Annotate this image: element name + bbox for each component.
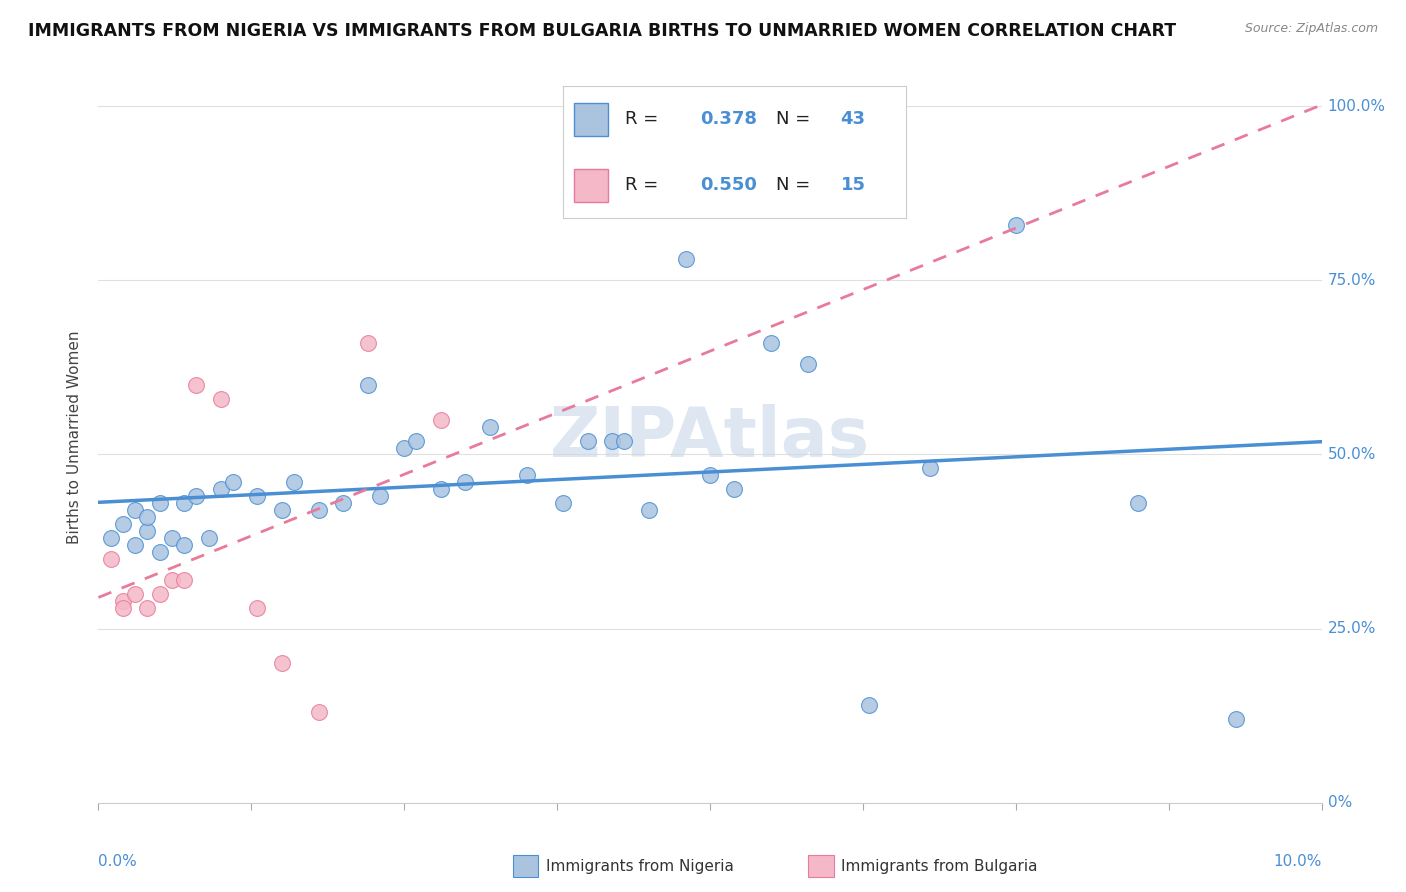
Text: 0.0%: 0.0% bbox=[98, 854, 138, 869]
Point bbox=[149, 496, 172, 510]
Point bbox=[368, 489, 391, 503]
Point bbox=[797, 357, 820, 371]
Point bbox=[149, 545, 172, 559]
Point bbox=[124, 538, 146, 552]
Point bbox=[675, 252, 697, 267]
Point bbox=[209, 392, 232, 406]
Point bbox=[270, 657, 292, 671]
Point bbox=[173, 496, 195, 510]
Point bbox=[308, 503, 330, 517]
Point bbox=[516, 468, 538, 483]
Point bbox=[613, 434, 636, 448]
Point bbox=[111, 517, 134, 532]
Point bbox=[430, 412, 453, 426]
Point bbox=[405, 434, 427, 448]
Text: Immigrants from Nigeria: Immigrants from Nigeria bbox=[546, 859, 734, 873]
Point bbox=[246, 489, 269, 503]
Point bbox=[723, 483, 745, 497]
Text: 50.0%: 50.0% bbox=[1327, 447, 1376, 462]
Point bbox=[222, 475, 245, 490]
Text: Immigrants from Bulgaria: Immigrants from Bulgaria bbox=[841, 859, 1038, 873]
Text: 10.0%: 10.0% bbox=[1274, 854, 1322, 869]
Point bbox=[576, 434, 599, 448]
Text: 100.0%: 100.0% bbox=[1327, 99, 1386, 113]
Point bbox=[136, 510, 159, 524]
Text: IMMIGRANTS FROM NIGERIA VS IMMIGRANTS FROM BULGARIA BIRTHS TO UNMARRIED WOMEN CO: IMMIGRANTS FROM NIGERIA VS IMMIGRANTS FR… bbox=[28, 22, 1177, 40]
Point bbox=[430, 483, 453, 497]
Point bbox=[100, 531, 122, 545]
Point bbox=[600, 434, 623, 448]
Point bbox=[136, 524, 159, 538]
Point bbox=[111, 600, 134, 615]
Point bbox=[454, 475, 477, 490]
Point bbox=[246, 600, 269, 615]
Point bbox=[173, 573, 195, 587]
Point bbox=[356, 336, 378, 351]
Point bbox=[270, 503, 292, 517]
Point bbox=[111, 594, 134, 608]
Point bbox=[197, 531, 219, 545]
Point bbox=[1225, 712, 1247, 726]
Point bbox=[553, 496, 575, 510]
Point bbox=[186, 377, 208, 392]
Point bbox=[308, 705, 330, 719]
Point bbox=[149, 587, 172, 601]
Point bbox=[356, 377, 378, 392]
Point bbox=[160, 573, 183, 587]
Point bbox=[136, 600, 159, 615]
Point bbox=[124, 503, 146, 517]
Point bbox=[186, 489, 208, 503]
Y-axis label: Births to Unmarried Women: Births to Unmarried Women bbox=[67, 330, 83, 544]
Point bbox=[637, 503, 661, 517]
Text: Source: ZipAtlas.com: Source: ZipAtlas.com bbox=[1244, 22, 1378, 36]
Point bbox=[283, 475, 305, 490]
Text: 75.0%: 75.0% bbox=[1327, 273, 1376, 288]
Point bbox=[920, 461, 942, 475]
Point bbox=[173, 538, 195, 552]
Point bbox=[759, 336, 782, 351]
Point bbox=[858, 698, 880, 713]
Point bbox=[1128, 496, 1150, 510]
Point bbox=[332, 496, 354, 510]
Point bbox=[209, 483, 232, 497]
Point bbox=[100, 552, 122, 566]
Point bbox=[1004, 218, 1026, 232]
Text: 25.0%: 25.0% bbox=[1327, 621, 1376, 636]
Text: ZIPAtlas: ZIPAtlas bbox=[550, 403, 870, 471]
Point bbox=[124, 587, 146, 601]
Text: 0%: 0% bbox=[1327, 796, 1353, 810]
Point bbox=[699, 468, 721, 483]
Point bbox=[392, 441, 416, 455]
Point bbox=[160, 531, 183, 545]
Point bbox=[478, 419, 501, 434]
